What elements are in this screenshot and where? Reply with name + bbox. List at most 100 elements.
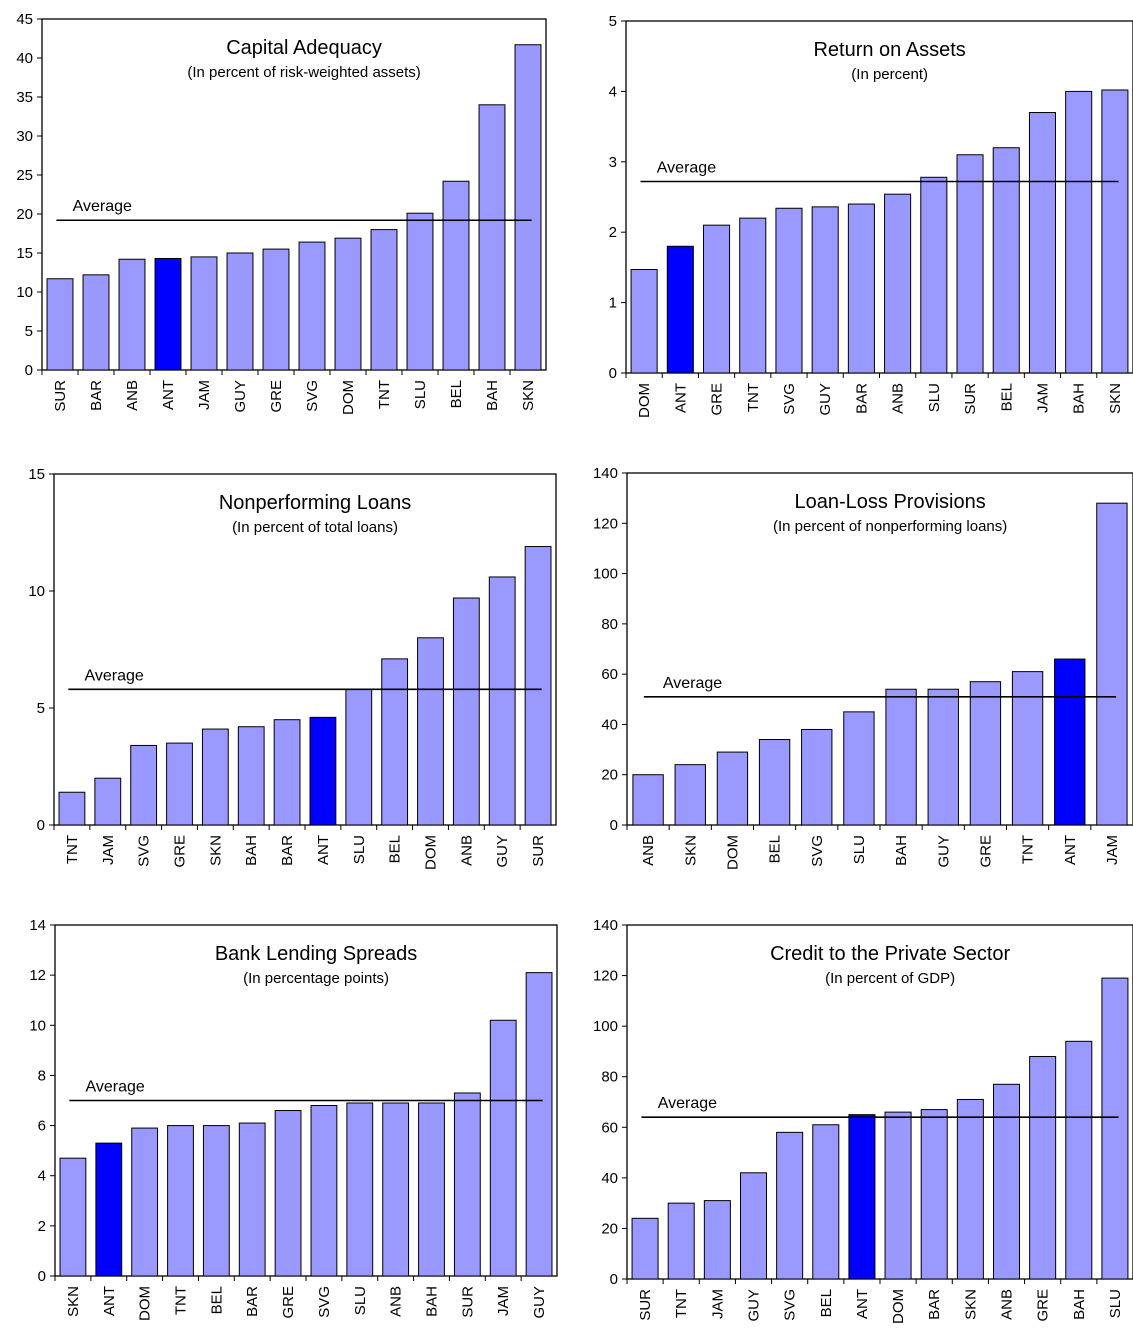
x-tick-label: TNT — [64, 835, 81, 864]
bar-svg — [130, 744, 158, 826]
bar-bar — [847, 203, 875, 374]
bar-bar — [238, 1122, 266, 1277]
chart-4: 0 20 40 60 80 100 120 140 ANB SKN DOM BEL SVG SLU BAH G… — [593, 465, 1133, 870]
chart-subtitle: (In percent of nonperforming loans) — [773, 518, 1007, 535]
bar-jam — [190, 256, 218, 371]
y-tick-label: 2 — [609, 224, 617, 241]
bar-svg — [801, 728, 833, 826]
x-tick-label: BEL — [818, 1289, 835, 1317]
x-tick-label: BAR — [853, 383, 870, 414]
y-tick-label: 80 — [601, 616, 618, 633]
bar-ant — [848, 1114, 876, 1280]
bar-sur — [46, 278, 74, 371]
x-tick-label: ANT — [672, 383, 689, 413]
x-tick-label: SLU — [851, 835, 868, 864]
x-tick-label: GUY — [494, 835, 511, 868]
x-tick-label: SKN — [207, 835, 224, 866]
x-tick-label: BAH — [1071, 383, 1088, 414]
bar-tnt — [58, 791, 86, 826]
y-tick-label: 1 — [609, 295, 617, 312]
bar-dom — [884, 1111, 912, 1280]
x-tick-label: SUR — [962, 383, 979, 415]
x-tick-label: BAH — [424, 1286, 441, 1317]
x-tick-label: SUR — [637, 1289, 654, 1321]
y-tick-label: 5 — [609, 13, 617, 30]
x-tick-label: TNT — [376, 380, 393, 409]
x-tick-label: SUR — [459, 1286, 476, 1318]
bar-dom — [334, 237, 362, 371]
bar-dom — [417, 637, 444, 826]
chart-3: 0 5 10 15 TNT JAM SVG GRE SKN BAH BAR ANT SLU BEL DOM A… — [28, 466, 557, 870]
chart-title: Capital Adequacy — [226, 37, 382, 59]
x-tick-label: GRE — [172, 835, 189, 868]
bar-anb — [632, 774, 664, 826]
x-tick-label: ANB — [388, 1286, 405, 1317]
x-tick-label: ANB — [999, 1289, 1016, 1320]
y-tick-label: 0 — [610, 817, 618, 834]
bar-jam — [703, 1200, 731, 1280]
bar-skn — [201, 728, 229, 826]
bar-dom — [131, 1127, 159, 1277]
y-tick-label: 40 — [601, 716, 618, 733]
x-tick-label: ANT — [160, 380, 177, 410]
bar-bar — [273, 719, 301, 826]
y-tick-label: 100 — [593, 1018, 618, 1035]
x-tick-label: TNT — [1020, 835, 1037, 864]
bar-slu — [920, 176, 948, 374]
x-tick-label: ANB — [124, 380, 141, 411]
x-tick-label: SKN — [1107, 383, 1124, 414]
y-tick-label: 3 — [609, 154, 617, 171]
bar-gre — [969, 681, 1002, 826]
bar-tnt — [739, 217, 767, 374]
x-tick-label: SLU — [1107, 1289, 1124, 1318]
bar-ant — [666, 245, 694, 374]
bar-guy — [739, 1172, 768, 1280]
x-tick-label: TNT — [673, 1289, 690, 1318]
x-tick-label: BAH — [1071, 1289, 1088, 1320]
chart-title: Loan-Loss Provisions — [795, 491, 986, 513]
bar-sur — [524, 546, 552, 826]
bar-guy — [525, 972, 553, 1277]
x-tick-label: GUY — [817, 383, 834, 416]
bar-skn — [956, 1098, 984, 1280]
bar-slu — [406, 212, 434, 371]
y-tick-label: 15 — [16, 245, 33, 262]
y-tick-label: 0 — [609, 365, 617, 382]
bar-bah — [418, 1102, 445, 1277]
y-tick-label: 20 — [601, 767, 618, 784]
chart-title: Credit to the Private Sector — [770, 943, 1010, 965]
bar-anb — [992, 1083, 1021, 1280]
y-tick-label: 100 — [593, 566, 618, 583]
bar-jam — [1028, 112, 1057, 374]
bar-skn — [514, 44, 542, 371]
bar-anb — [118, 258, 146, 371]
y-tick-label: 40 — [601, 1170, 618, 1187]
y-tick-label: 60 — [601, 1119, 618, 1136]
bar-ant — [95, 1142, 123, 1277]
bar-svg — [298, 241, 326, 371]
x-tick-label: DOM — [340, 380, 357, 415]
x-tick-label: BAR — [279, 835, 296, 866]
chart-subtitle: (In percent of risk-weighted assets) — [187, 64, 420, 81]
x-tick-label: TNT — [745, 383, 762, 412]
x-tick-label: DOM — [724, 835, 741, 870]
y-tick-label: 12 — [29, 967, 46, 984]
average-label: Average — [73, 198, 132, 215]
bar-tnt — [1011, 671, 1044, 826]
y-tick-label: 0 — [38, 1268, 46, 1285]
bar-bah — [885, 688, 917, 826]
y-tick-label: 20 — [16, 206, 33, 223]
y-tick-label: 0 — [25, 362, 33, 379]
x-tick-label: ANT — [315, 835, 332, 865]
bar-jam — [1096, 502, 1128, 826]
y-tick-label: 8 — [38, 1067, 46, 1084]
x-tick-label: SVG — [316, 1286, 333, 1318]
x-tick-label: ANT — [101, 1286, 118, 1316]
x-tick-label: GUY — [935, 835, 952, 868]
bar-tnt — [370, 229, 398, 371]
chart-subtitle: (In percentage points) — [243, 970, 389, 987]
x-tick-label: ANT — [1062, 835, 1079, 865]
bar-dom — [630, 269, 658, 374]
x-tick-label: SVG — [782, 1289, 799, 1321]
bar-bah — [1065, 90, 1093, 374]
